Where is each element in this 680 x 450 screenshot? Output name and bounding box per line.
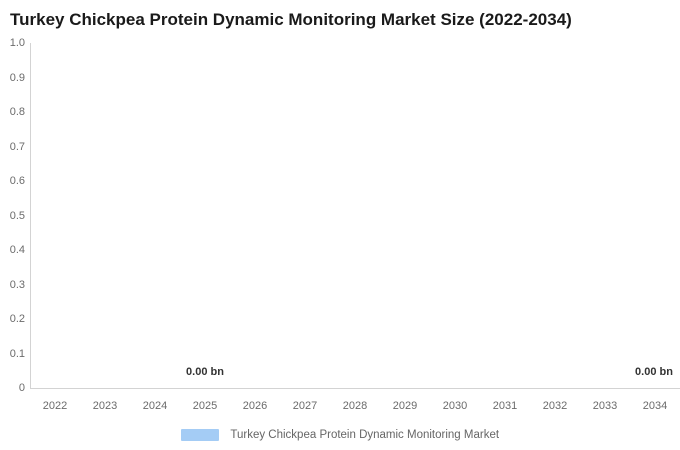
- x-axis-line: [30, 388, 680, 389]
- y-tick-label: 0.9: [9, 71, 25, 84]
- y-tick-label: 0: [18, 382, 25, 394]
- x-tick-label: 2029: [392, 400, 418, 412]
- legend-swatch-icon: [180, 428, 219, 441]
- y-tick-label: 0.5: [9, 209, 25, 222]
- x-tick-label: 2024: [142, 400, 168, 412]
- x-tick-label: 2034: [642, 400, 668, 412]
- x-tick-label: 2026: [242, 400, 268, 412]
- point-value-label: 0.00 bn: [186, 366, 224, 378]
- x-tick-label: 2022: [42, 400, 68, 412]
- x-tick-label: 2025: [192, 400, 218, 412]
- y-tick-label: 0.2: [9, 313, 25, 325]
- x-tick-label: 2027: [292, 400, 318, 412]
- x-tick-label: 2030: [442, 400, 468, 412]
- legend-label: Turkey Chickpea Protein Dynamic Monitori…: [230, 428, 500, 441]
- x-tick-label: 2028: [342, 400, 368, 412]
- y-tick-label: 0.1: [9, 347, 25, 360]
- x-tick-label: 2032: [542, 400, 568, 412]
- y-tick-label: 0.4: [9, 244, 25, 256]
- legend-item[interactable]: Turkey Chickpea Protein Dynamic Monitori…: [0, 426, 680, 444]
- y-tick-label: 0.6: [9, 175, 25, 187]
- x-tick-label: 2033: [592, 400, 618, 412]
- y-tick-label: 0.8: [9, 106, 25, 118]
- y-tick-label: 1.0: [9, 37, 25, 49]
- x-tick-label: 2031: [492, 400, 518, 412]
- x-tick-label: 2023: [92, 400, 118, 412]
- point-value-label: 0.00 bn: [635, 366, 673, 378]
- y-axis-line: [30, 43, 31, 388]
- chart-title: Turkey Chickpea Protein Dynamic Monitori…: [10, 10, 572, 29]
- y-tick-label: 0.7: [9, 140, 25, 153]
- y-tick-label: 0.3: [9, 278, 25, 291]
